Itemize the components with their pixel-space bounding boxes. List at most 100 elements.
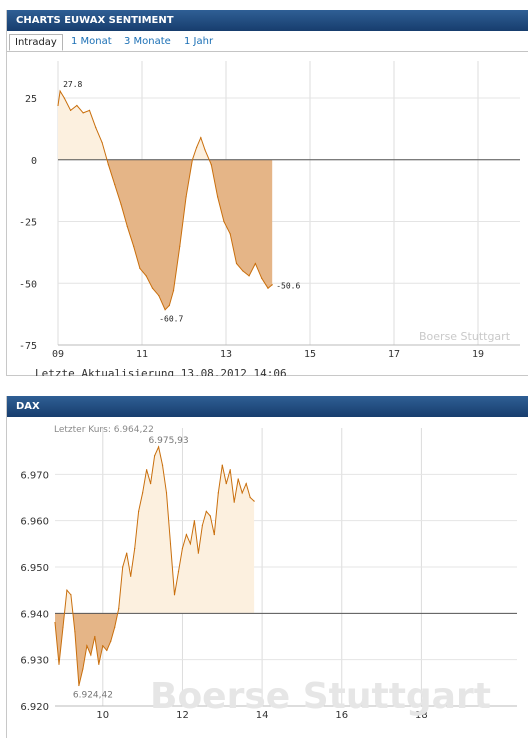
tab-3-monate[interactable]: 3 Monate [124,36,171,47]
data-point [261,277,263,279]
x-tick-label: 10 [96,710,109,721]
data-point [158,295,160,297]
data-point [142,492,144,494]
data-point [245,483,247,485]
sentiment-fill-above [58,91,210,160]
data-point [151,287,154,289]
y-tick-label: 25 [25,94,37,105]
data-point [149,483,152,485]
tab-1-jahr[interactable]: 1 Jahr [184,36,214,47]
data-point [66,589,68,591]
sentiment-series-line [57,89,273,311]
data-point [86,645,88,647]
data-point [134,547,136,550]
data-point [74,631,76,633]
data-point [177,571,180,573]
data-point [253,500,255,502]
dax-header: DAX [7,396,528,417]
data-point [189,543,192,545]
tab-intraday[interactable]: Intraday [9,34,63,51]
annotation-label: 6.975,93 [149,436,189,446]
data-point [169,543,172,545]
x-tick-label: 18 [415,710,428,721]
annotation-label: -50.6 [276,282,300,291]
sentiment-watermark: Boerse Stuttgart [419,330,511,343]
data-point [114,183,116,186]
data-point [213,533,215,536]
data-point [57,104,59,107]
tab-1-monat[interactable]: 1 Monat [71,36,112,47]
data-point [185,196,187,198]
data-point [225,483,227,485]
data-point [168,304,170,307]
x-tick-label: 15 [304,349,316,360]
data-point [88,109,91,111]
dax-fill-above [55,446,255,614]
data-point [63,97,65,99]
data-point [120,203,122,205]
data-point [78,684,80,687]
data-point [114,626,116,628]
sentiment-header: CHARTS EUWAX SENTIMENT [7,10,528,31]
y-tick-label: 6.970 [20,470,49,481]
dax-fill-below [55,613,118,686]
data-point [122,566,124,568]
data-point [102,645,104,647]
x-tick-label: 09 [52,349,64,360]
data-point [229,233,231,235]
data-point [204,149,206,151]
data-point [145,275,147,277]
y-tick-label: -25 [19,218,37,229]
data-point [106,649,108,651]
data-point [201,524,203,526]
x-tick-label: 13 [220,349,232,360]
data-point [126,552,128,554]
y-tick-label: 6.960 [20,517,49,528]
data-point [94,635,96,638]
sentiment-panel: CHARTS EUWAX SENTIMENT Intraday 1 Monat … [6,10,528,376]
data-point [179,245,181,247]
data-point [70,109,72,111]
data-point [62,626,64,628]
y-tick-label: 6.920 [20,702,49,713]
y-tick-label: 6.940 [20,609,49,620]
data-point [130,575,132,577]
data-point [172,290,175,292]
period-tabs: Intraday 1 Monat 3 Monate 1 Jahr [7,32,528,52]
data-point [133,245,135,247]
data-point [200,136,202,139]
dax-watermark: Boerse Stuttgart [150,676,491,717]
annotation-label: -60.7 [159,315,183,324]
data-point [165,492,168,494]
annotation-label: 27.8 [63,80,82,89]
y-tick-label: -50 [19,279,37,290]
data-point [233,501,235,503]
data-point [185,533,188,536]
data-point [118,608,120,610]
data-point [254,262,256,265]
y-tick-label: 6.930 [20,656,49,667]
data-point [235,262,238,265]
y-tick-label: 6.950 [20,563,49,574]
data-point [271,284,273,286]
data-point [107,164,109,166]
dax-chart: 10 12 14 16 18 6.970 6.960 6.950 6.940 6.930 6.920… [20,425,517,721]
data-point [138,510,140,512]
data-point [191,159,193,161]
y-tick-label: -75 [19,341,37,352]
data-point [82,668,84,670]
data-point [217,196,219,198]
data-point [223,220,225,223]
data-point [267,287,269,289]
data-point [242,270,244,272]
x-tick-label: 16 [335,710,348,721]
x-tick-label: 11 [136,349,148,360]
data-point [221,464,223,466]
data-point [209,515,211,517]
data-point [146,469,148,471]
data-point [59,90,61,92]
data-point [241,492,243,494]
data-point [101,141,103,144]
data-point [126,225,128,228]
data-point [82,112,84,114]
